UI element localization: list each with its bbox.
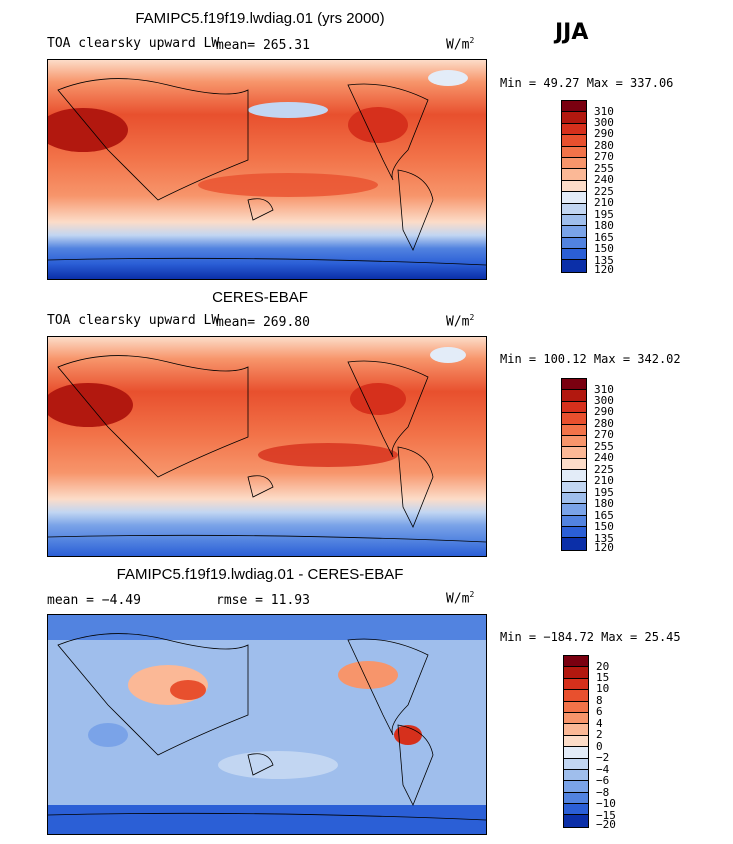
panel2-minmax: Min = 100.12 Max = 342.02 (500, 352, 681, 366)
panel3-map-svg (48, 615, 486, 834)
cb2-tick: 150 (594, 520, 614, 533)
cb2-tick: 135 (594, 532, 614, 545)
cb1-tick: 290 (594, 127, 614, 140)
panel1-title: FAMIPC5.f19f19.lwdiag.01 (yrs 2000) (135, 10, 385, 27)
cb3-tick: 20 (596, 660, 610, 673)
cb2-tick: 195 (594, 486, 614, 499)
cb3-tick: 10 (596, 682, 610, 695)
cb1-tick: 165 (594, 231, 614, 244)
cb2-tick: 255 (594, 440, 614, 453)
cb2-tick: 280 (594, 417, 614, 430)
cb2-tick: 165 (594, 509, 614, 522)
panel2-colorbar-labels: 310 300 290 280 270 255 240 225 210 195 … (594, 378, 634, 554)
cb1-tick: 270 (594, 150, 614, 163)
cb2-tick: 210 (594, 474, 614, 487)
cb1-tick: 225 (594, 185, 614, 198)
panel3-colorbar (563, 655, 589, 828)
cb1-tick: 240 (594, 173, 614, 186)
cb3-tick: −10 (596, 797, 616, 810)
cb1-tick: 210 (594, 196, 614, 209)
cb1-tick: 310 (594, 105, 614, 118)
panel2-map-svg (48, 337, 486, 556)
panel1-map (47, 59, 487, 280)
panel1-colorbar (561, 100, 587, 273)
cb1-tick: 150 (594, 242, 614, 255)
cb2-tick: 310 (594, 383, 614, 396)
panel1-map-svg (48, 60, 486, 279)
panel2-units: W/m2 (446, 313, 475, 330)
cb3-tick: 15 (596, 671, 610, 684)
panel1-mean: mean= 265.31 (216, 38, 310, 53)
panel1-minmax: Min = 49.27 Max = 337.06 (500, 76, 674, 90)
cb2-tick: 180 (594, 497, 614, 510)
panel1-variable: TOA clearsky upward LW (47, 36, 220, 51)
cb3-tick: −6 (596, 774, 610, 787)
panel3-units: W/m2 (446, 590, 475, 607)
panel3-mean: mean = −4.49 (47, 593, 141, 608)
cb2-tick: 270 (594, 428, 614, 441)
panel1-pacific-cool (248, 102, 328, 118)
cb3-tick: −20 (596, 818, 616, 831)
cb2-tick: 300 (594, 394, 614, 407)
panel2-mean: mean= 269.80 (216, 315, 310, 330)
panel3-minmax: Min = −184.72 Max = 25.45 (500, 630, 681, 644)
panel2-title: CERES-EBAF (212, 289, 308, 306)
cb3-tick: −2 (596, 751, 610, 764)
cb2-tick: 290 (594, 405, 614, 418)
cb3-tick: 8 (596, 694, 603, 707)
cb3-tick: −8 (596, 786, 610, 799)
panel3-title: FAMIPC5.f19f19.lwdiag.01 - CERES-EBAF (116, 566, 404, 583)
cb1-tick: 180 (594, 219, 614, 232)
cb1-tick: 300 (594, 116, 614, 129)
cb3-tick: 4 (596, 717, 603, 730)
cb3-tick: 6 (596, 705, 603, 718)
panel2-map (47, 336, 487, 557)
cb3-tick: −15 (596, 809, 616, 822)
panel2-variable: TOA clearsky upward LW (47, 313, 220, 328)
cb1-tick: 255 (594, 162, 614, 175)
panel1-units: W/m2 (446, 36, 475, 53)
panel3-rmse: rmse = 11.93 (216, 593, 310, 608)
cb3-tick: 2 (596, 728, 603, 741)
panel1-sahara-hot (48, 108, 128, 152)
cb3-tick: 0 (596, 740, 603, 753)
panel3-colorbar-labels: 20 15 10 8 6 4 2 0 −2 −4 −6 −8 −10 −15 −… (596, 655, 636, 831)
cb2-tick: 225 (594, 463, 614, 476)
cb2-tick: 120 (594, 541, 614, 554)
cb3-tick: −4 (596, 763, 610, 776)
cb1-tick: 135 (594, 254, 614, 267)
cb1-tick: 280 (594, 139, 614, 152)
panel3-map (47, 614, 487, 835)
panel1-colorbar-labels: 310 300 290 280 270 255 240 225 210 195 … (594, 100, 634, 276)
cb2-tick: 240 (594, 451, 614, 464)
cb1-tick: 120 (594, 263, 614, 276)
season-label: JJA (555, 20, 589, 45)
cb1-tick: 195 (594, 208, 614, 221)
panel2-colorbar (561, 378, 587, 551)
